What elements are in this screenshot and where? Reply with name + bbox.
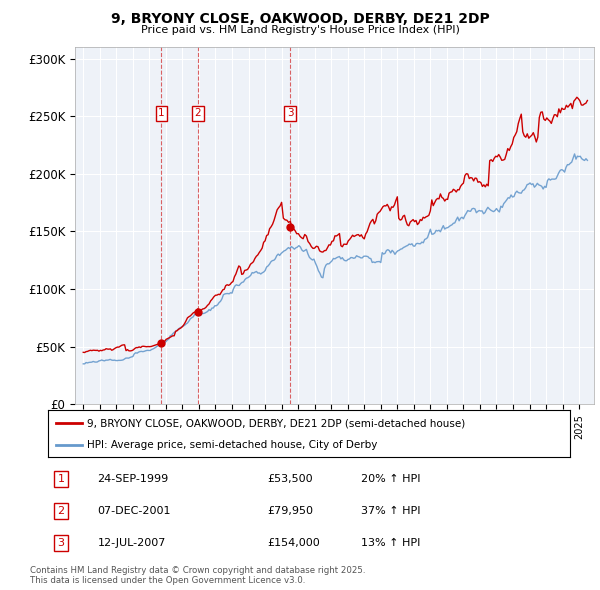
Text: 3: 3 xyxy=(287,108,293,118)
Text: 1: 1 xyxy=(58,474,65,484)
Text: 1: 1 xyxy=(158,108,165,118)
Text: 2: 2 xyxy=(58,506,65,516)
Text: £53,500: £53,500 xyxy=(267,474,313,484)
Text: 13% ↑ HPI: 13% ↑ HPI xyxy=(361,538,421,548)
Text: Contains HM Land Registry data © Crown copyright and database right 2025.
This d: Contains HM Land Registry data © Crown c… xyxy=(30,566,365,585)
Text: 20% ↑ HPI: 20% ↑ HPI xyxy=(361,474,421,484)
Text: 3: 3 xyxy=(58,538,65,548)
Text: 24-SEP-1999: 24-SEP-1999 xyxy=(98,474,169,484)
Text: £79,950: £79,950 xyxy=(267,506,313,516)
Text: 9, BRYONY CLOSE, OAKWOOD, DERBY, DE21 2DP (semi-detached house): 9, BRYONY CLOSE, OAKWOOD, DERBY, DE21 2D… xyxy=(87,418,466,428)
Text: 2: 2 xyxy=(194,108,201,118)
Text: Price paid vs. HM Land Registry's House Price Index (HPI): Price paid vs. HM Land Registry's House … xyxy=(140,25,460,35)
Text: HPI: Average price, semi-detached house, City of Derby: HPI: Average price, semi-detached house,… xyxy=(87,441,377,450)
Text: £154,000: £154,000 xyxy=(267,538,320,548)
Text: 37% ↑ HPI: 37% ↑ HPI xyxy=(361,506,421,516)
Text: 07-DEC-2001: 07-DEC-2001 xyxy=(98,506,171,516)
Text: 9, BRYONY CLOSE, OAKWOOD, DERBY, DE21 2DP: 9, BRYONY CLOSE, OAKWOOD, DERBY, DE21 2D… xyxy=(110,12,490,26)
Text: 12-JUL-2007: 12-JUL-2007 xyxy=(98,538,166,548)
